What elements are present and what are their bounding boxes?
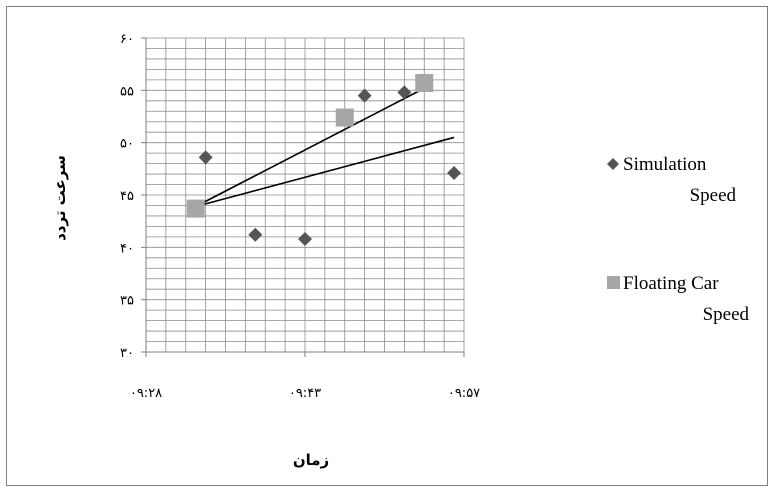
simulation-speed-point [298, 231, 312, 246]
tick-labels: ۳۰ ۳۵ ۴۰ ۴۵ ۵۰ ۵۵ ۶۰ ۰۹:۲۸ ۰۹:۴۳ ۰۹:۵۷ [120, 32, 480, 401]
y-tick-label: ۴۰ [120, 241, 134, 256]
x-tick-label: ۰۹:۲۸ [130, 386, 162, 401]
y-tick-label: ۶۰ [120, 32, 134, 47]
y-tick-label: ۵۵ [120, 84, 134, 99]
legend-label-simulation-speed-line1: Simulation [623, 154, 707, 175]
simulation-speed-point [357, 88, 372, 103]
trendline [195, 87, 425, 208]
legend-marker-simulation-speed [607, 158, 619, 170]
legend-label-floating-car-speed-line1: Floating Car [623, 273, 719, 294]
x-tick-label: ۰۹:۵۷ [448, 386, 480, 401]
simulation-speed-point [248, 227, 263, 242]
floating-car-speed-point [415, 74, 434, 93]
data-markers [186, 74, 462, 246]
floating-car-speed-point [186, 199, 205, 218]
legend: Simulation Speed Floating Car Speed [607, 154, 749, 325]
y-tick-label: ۴۵ [120, 189, 134, 204]
x-axis-title: زمان [293, 451, 329, 469]
trendline [195, 136, 455, 208]
y-tick-label: ۵۰ [120, 137, 134, 152]
legend-label-simulation-speed-line2: Speed [690, 185, 737, 206]
floating-car-speed-point [335, 108, 354, 127]
y-tick-label: ۳۰ [120, 346, 134, 361]
gridlines [146, 37, 465, 352]
simulation-speed-point [198, 150, 213, 165]
trendlines [195, 87, 455, 208]
x-tick-label: ۰۹:۴۳ [289, 386, 321, 401]
y-axis-title: سرعت تردد [51, 155, 69, 241]
simulation-speed-point [397, 85, 412, 100]
chart-frame [6, 6, 768, 486]
legend-marker-floating-car-speed [607, 276, 620, 289]
legend-label-floating-car-speed-line2: Speed [703, 304, 750, 325]
y-tick-label: ۳۵ [120, 294, 134, 309]
simulation-speed-point [447, 166, 462, 181]
axes [141, 37, 465, 357]
